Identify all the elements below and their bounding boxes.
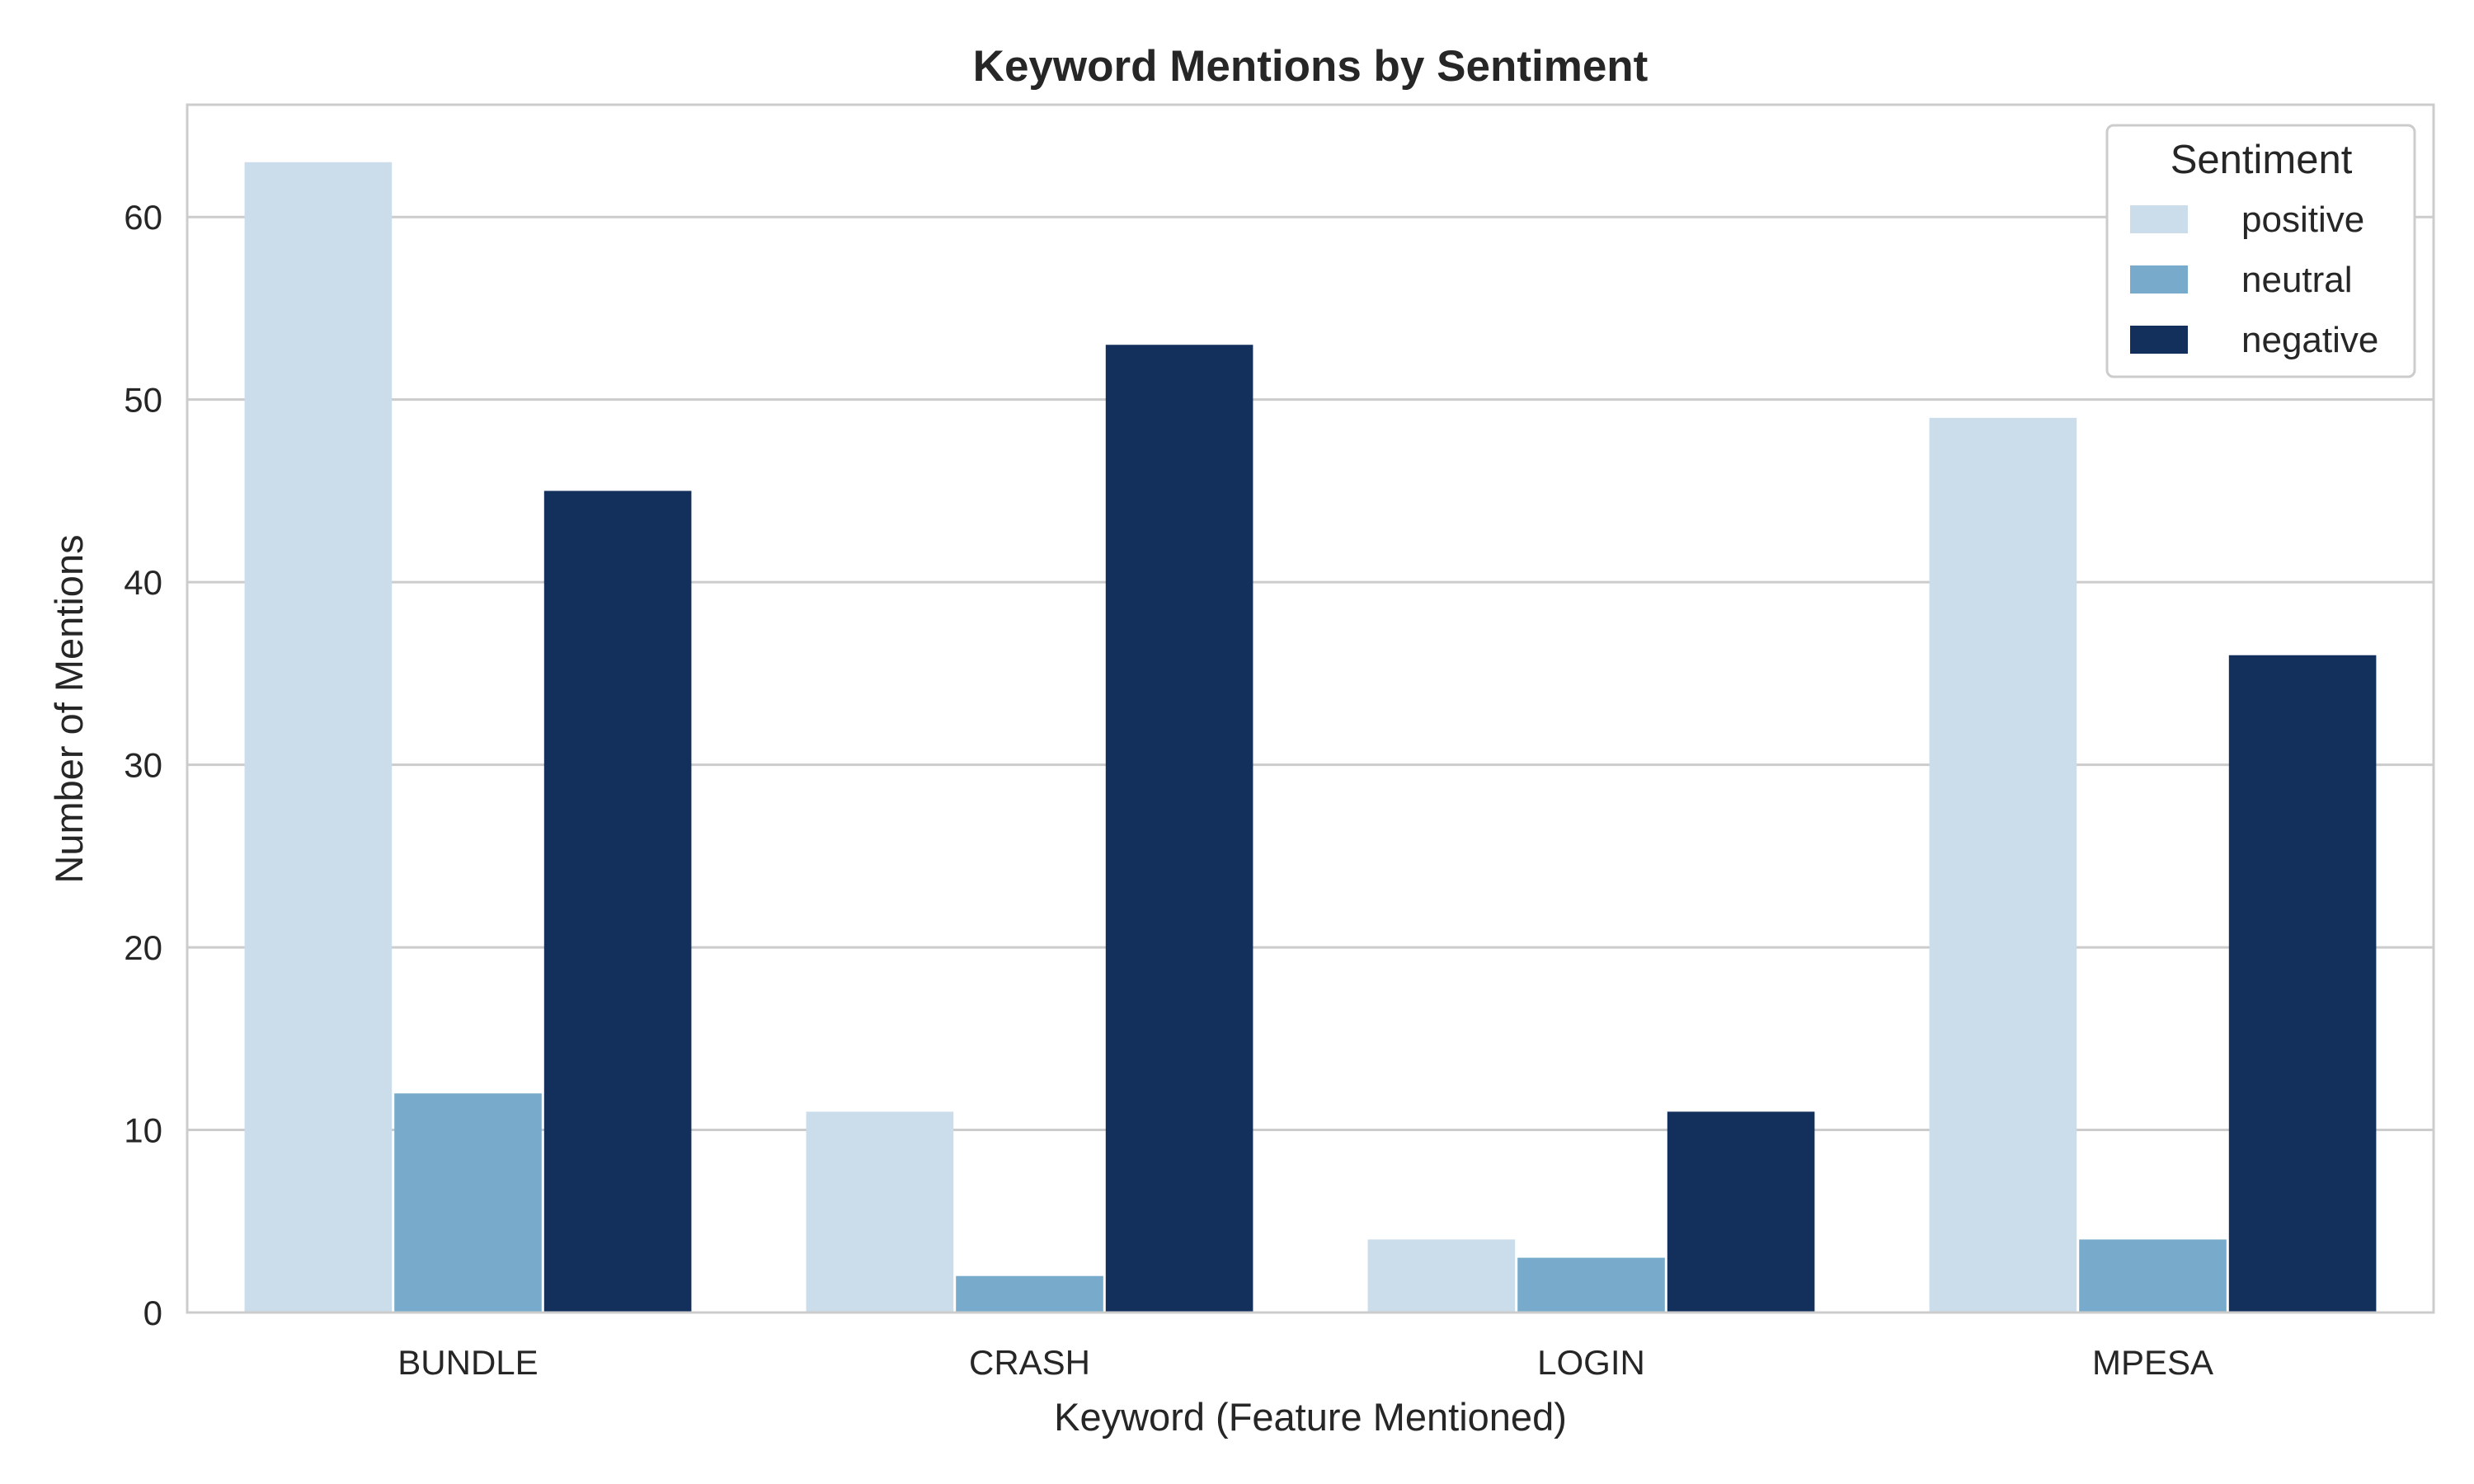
bar-bundle-negative [543,491,692,1313]
legend: Sentiment positive neutral negative [2105,124,2416,378]
bar-bundle-neutral [394,1093,542,1313]
bar-login-positive [1367,1239,1516,1313]
bar-login-negative [1667,1111,1815,1313]
y-tick-label-0: 0 [143,1294,162,1332]
bar-crash-positive [806,1111,954,1313]
legend-swatch-positive [2130,205,2188,233]
x-tick-label-mpesa: MPESA [2092,1343,2213,1382]
y-tick-label-20: 20 [124,928,162,967]
bar-login-neutral [1517,1257,1665,1313]
y-tick-label-50: 50 [124,381,162,420]
legend-swatch-negative [2130,326,2188,354]
bar-crash-neutral [956,1275,1103,1313]
y-tick-label-60: 60 [124,198,162,237]
y-tick-label-10: 10 [124,1111,162,1150]
bar-mpesa-neutral [2079,1239,2227,1313]
plot-frame [186,103,2435,1314]
legend-items: positive neutral negative [2130,200,2378,360]
legend-frame [2105,124,2416,378]
legend-label-neutral: neutral [2241,260,2353,300]
bar-mpesa-positive [1929,417,2077,1313]
y-tick-label-40: 40 [124,563,162,602]
y-tick-labels: 0 10 20 30 40 50 60 [124,198,162,1332]
y-tick-label-30: 30 [124,746,162,785]
chart-title: Keyword Mentions by Sentiment [973,42,1649,91]
bar-bundle-positive [244,162,393,1313]
x-tick-label-bundle: BUNDLE [397,1343,538,1382]
bars [244,162,2377,1313]
y-axis-label: Number of Mentions [47,534,91,883]
x-axis-label: Keyword (Feature Mentioned) [1054,1395,1567,1439]
x-tick-labels: BUNDLE CRASH LOGIN MPESA [397,1343,2213,1382]
legend-title: Sentiment [2171,138,2353,182]
legend-label-positive: positive [2241,200,2364,240]
bar-crash-negative [1105,345,1253,1313]
x-tick-label-login: LOGIN [1537,1343,1645,1382]
x-tick-label-crash: CRASH [969,1343,1090,1382]
legend-swatch-neutral [2130,265,2188,294]
legend-label-negative: negative [2241,320,2378,360]
bar-mpesa-negative [2228,655,2377,1313]
